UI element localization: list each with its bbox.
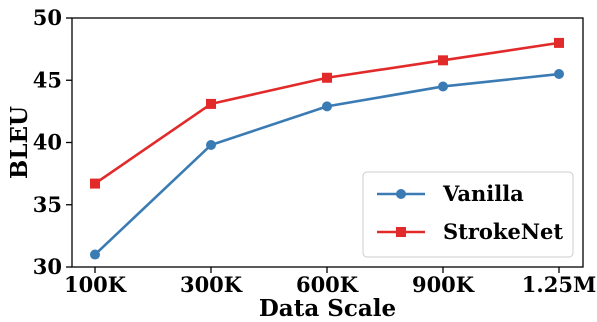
legend-marker (396, 189, 406, 199)
data-point (322, 72, 332, 83)
data-point (322, 101, 332, 112)
data-point (90, 249, 100, 260)
series-line (94, 41, 560, 185)
series-strokenet (90, 37, 564, 189)
x-axis: 100K 300K 600K 900K 1.25M (64, 267, 596, 297)
legend-label: StrokeNet (443, 219, 563, 244)
x-tick-label: 600K (296, 272, 359, 297)
data-point (90, 178, 100, 189)
data-point (206, 139, 216, 150)
data-point (554, 37, 564, 48)
legend-entry: StrokeNet (377, 219, 563, 244)
legend-marker (396, 227, 406, 237)
data-point (206, 98, 216, 109)
legend-label: Vanilla (442, 181, 524, 206)
series-vanilla (90, 69, 564, 260)
data-point (438, 55, 448, 66)
y-tick-label: 30 (33, 254, 62, 279)
x-tick-label: 300K (180, 272, 243, 297)
y-tick-label: 35 (33, 192, 62, 217)
x-tick-label: 100K (64, 272, 127, 297)
x-tick-label: 900K (412, 272, 475, 297)
legend: Vanilla StrokeNet (362, 171, 574, 258)
x-axis-label: Data Scale (259, 295, 396, 322)
series-layer (90, 37, 564, 260)
x-tick-label: 1.25M (522, 272, 596, 297)
y-tick-label: 45 (33, 67, 62, 92)
data-point (438, 81, 448, 92)
y-tick-label: 40 (33, 130, 62, 155)
legend-entry: Vanilla (377, 181, 524, 206)
y-axis-label: BLEU (6, 106, 33, 179)
y-tick-label: 50 (33, 5, 62, 30)
data-point (554, 69, 564, 80)
y-axis: 30 35 40 45 50 (33, 5, 72, 279)
